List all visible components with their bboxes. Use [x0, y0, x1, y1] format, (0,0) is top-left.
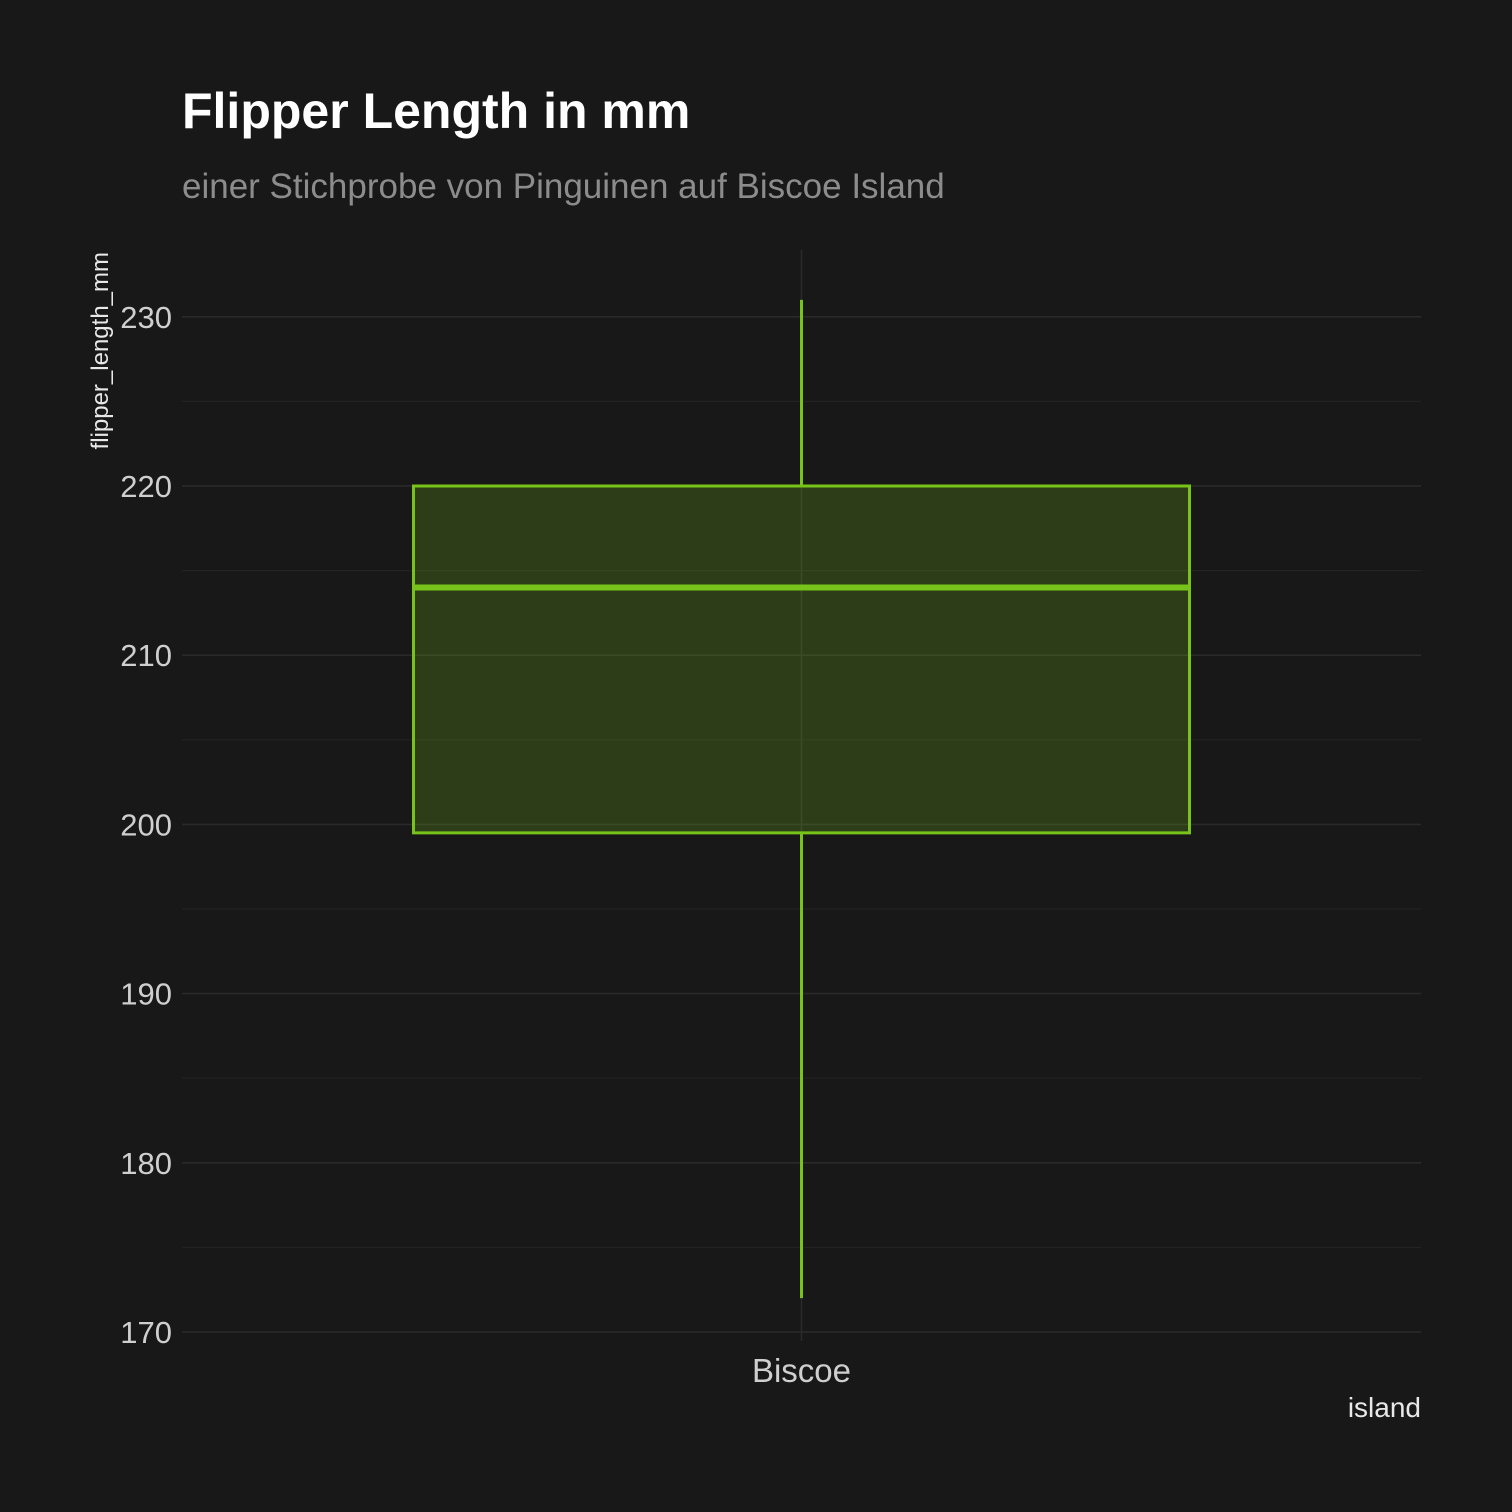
y-tick-label: 180 — [120, 1146, 172, 1181]
x-tick-label: Biscoe — [752, 1352, 851, 1389]
y-tick-label: 230 — [120, 300, 172, 335]
y-tick-label: 220 — [120, 469, 172, 504]
iqr-box — [412, 484, 1191, 835]
y-tick-label: 200 — [120, 807, 172, 842]
chart-subtitle: einer Stichprobe von Pinguinen auf Bisco… — [182, 167, 945, 206]
y-axis-label: flipper_length_mm — [87, 252, 114, 449]
y-tick-label: 190 — [120, 977, 172, 1012]
box-biscoe — [412, 299, 1191, 1299]
boxes — [412, 299, 1191, 1299]
y-axis-ticks: 170 180 190 200 210 220 230 — [120, 300, 172, 1350]
y-tick-label: 210 — [120, 638, 172, 673]
x-axis-ticks: Biscoe — [752, 1352, 851, 1389]
x-axis-label: island — [1348, 1392, 1421, 1423]
chart-title: Flipper Length in mm — [182, 83, 690, 139]
y-tick-label: 170 — [120, 1315, 172, 1350]
